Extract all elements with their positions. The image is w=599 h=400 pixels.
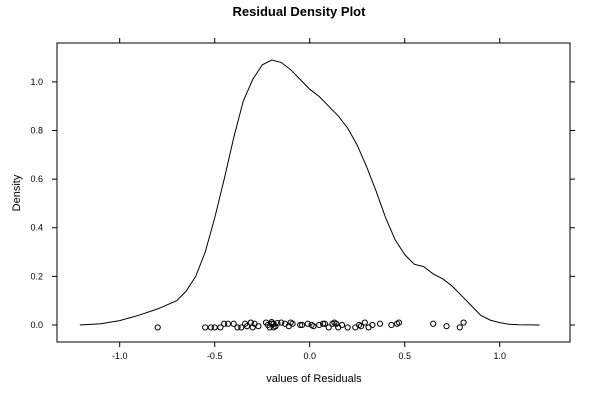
residual-point	[304, 320, 311, 327]
y-tick-label: 0.8	[30, 126, 43, 136]
x-tick-label: -0.5	[207, 351, 223, 361]
x-tick-label: 1.0	[493, 351, 506, 361]
residual-point	[352, 324, 359, 331]
y-axis-label: Density	[11, 174, 23, 211]
residual-point	[361, 319, 368, 326]
residual-point	[207, 324, 214, 331]
residual-point	[249, 324, 256, 331]
residual-point	[310, 323, 317, 330]
x-tick-label: -1.0	[112, 351, 128, 361]
density-curve	[79, 59, 540, 326]
residual-point	[211, 324, 218, 331]
residual-point	[344, 324, 351, 331]
residual-point	[217, 324, 224, 331]
residual-point	[460, 319, 467, 326]
residual-point	[325, 324, 332, 331]
residual-point	[369, 321, 376, 329]
y-tick-label: 0.6	[30, 174, 43, 184]
residual-point	[316, 321, 323, 329]
residual-points	[154, 318, 467, 331]
residual-point	[319, 320, 327, 327]
residual-point	[274, 319, 281, 327]
residual-point	[395, 319, 403, 326]
residual-point	[243, 323, 251, 330]
residual-point	[321, 320, 328, 327]
residual-point	[154, 324, 161, 331]
residual-point	[297, 321, 304, 329]
residual-point	[221, 320, 228, 327]
residual-point	[338, 321, 346, 329]
x-axis-label: values of Residuals	[266, 373, 362, 385]
residual-point	[430, 320, 437, 327]
residual-point	[230, 320, 237, 327]
residual-point	[388, 321, 395, 329]
axis-tick-labels: -1.0 -0.5 0.0 0.5 1.0 0.0 0.2 0.4 0.6 0.8 1.0	[30, 77, 505, 361]
residual-point	[238, 324, 245, 331]
residual-point	[299, 321, 306, 329]
axis-ticks	[52, 38, 575, 347]
y-tick-label: 0.2	[30, 271, 43, 281]
residual-point	[289, 320, 296, 327]
residual-point	[456, 324, 463, 331]
residual-point	[443, 323, 450, 330]
residual-point	[272, 323, 279, 330]
x-tick-label: 0.5	[398, 351, 411, 361]
residual-point	[278, 319, 285, 326]
residual-point	[376, 320, 384, 327]
plot-frame	[56, 42, 571, 343]
residual-point	[268, 318, 275, 326]
residual-point	[202, 324, 209, 331]
x-tick-label: 0.0	[303, 351, 316, 361]
residual-point	[224, 320, 232, 327]
y-tick-label: 1.0	[30, 77, 43, 87]
residual-point	[266, 324, 273, 331]
residual-point	[234, 324, 241, 331]
residual-point	[255, 323, 262, 330]
residual-point	[357, 323, 365, 330]
residual-point	[333, 320, 340, 327]
residual-point	[365, 324, 372, 331]
y-tick-label: 0.4	[30, 223, 43, 233]
chart-title: Residual Density Plot	[233, 4, 367, 19]
y-tick-label: 0.0	[30, 320, 43, 330]
